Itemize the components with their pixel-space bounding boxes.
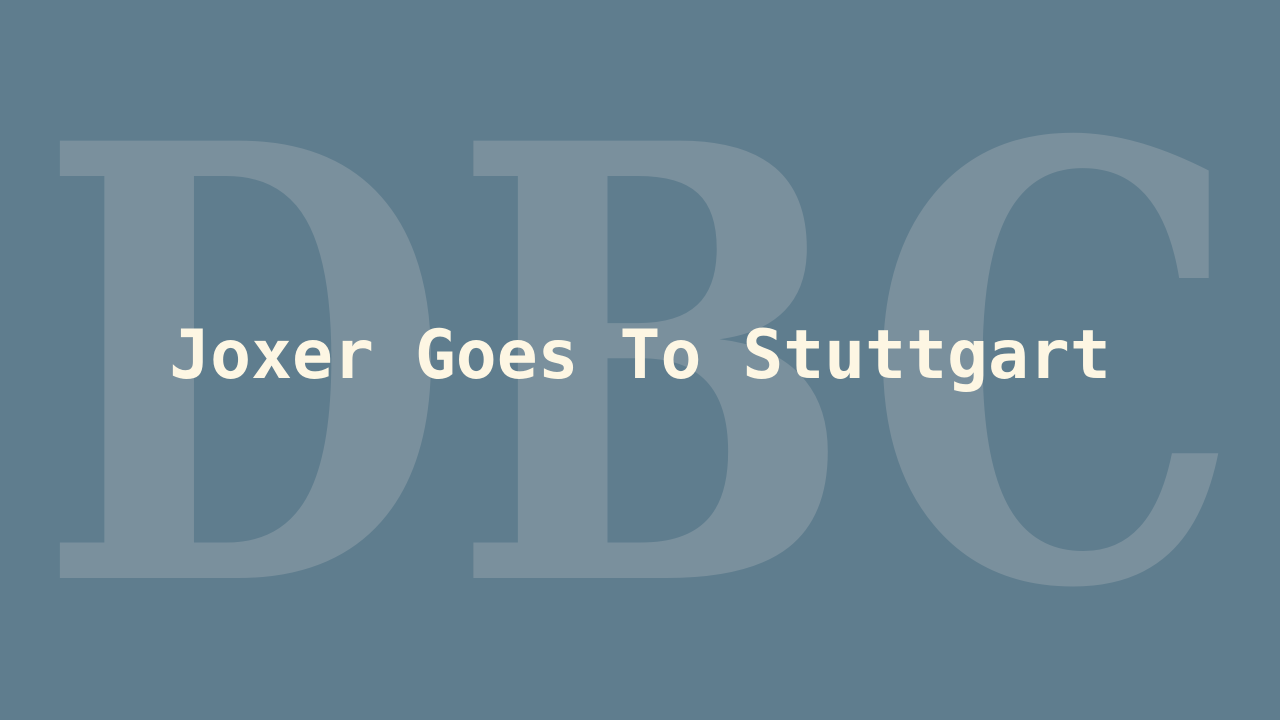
watermark-letters: DBC <box>38 15 1243 720</box>
page-title: Joxer Goes To Stuttgart <box>169 316 1111 395</box>
